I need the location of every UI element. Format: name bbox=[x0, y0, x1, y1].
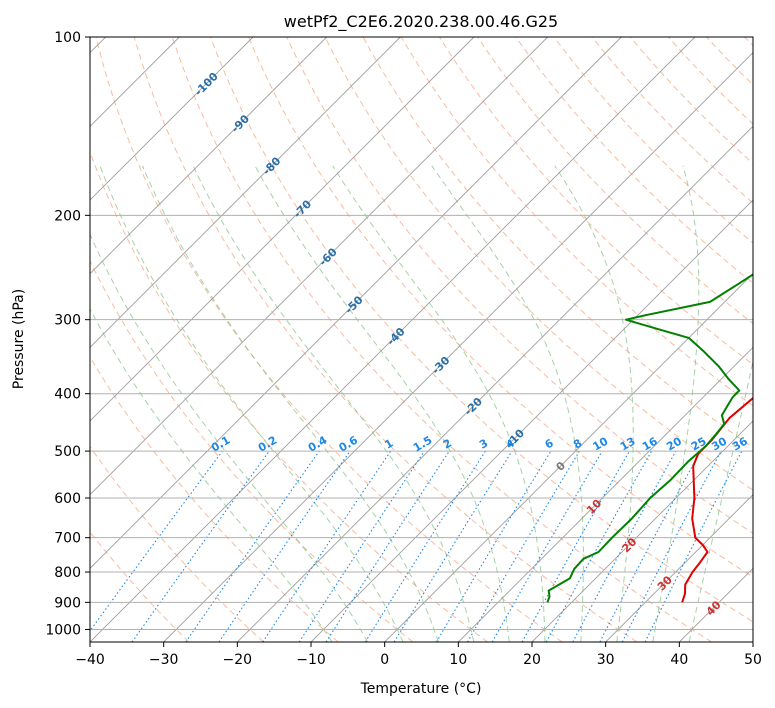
y-tick-label: 100 bbox=[54, 30, 81, 46]
dry-adiabat-line bbox=[210, 37, 753, 623]
x-tick-label: 50 bbox=[744, 652, 762, 668]
isotherm-line bbox=[163, 52, 753, 642]
isotherm-line bbox=[90, 37, 327, 275]
mixing-ratio-line bbox=[644, 450, 743, 642]
mixing-ratio-line bbox=[90, 450, 223, 632]
moist-adiabat-line bbox=[431, 165, 584, 642]
mixing-ratio-line bbox=[298, 450, 425, 642]
y-axis-ticks: 100 200 300 400 500 600 700 800 900 1000 bbox=[45, 30, 90, 638]
moist-adiabat-line bbox=[652, 165, 700, 642]
temperature-profile bbox=[681, 396, 753, 603]
mixing-ratio-line bbox=[131, 450, 270, 642]
x-axis-ticks: −40 −30 −20 −10 0 10 20 30 40 50 bbox=[75, 642, 762, 668]
dewpoint-profile bbox=[546, 273, 753, 603]
isotherm-line bbox=[310, 199, 753, 642]
y-tick-label: 800 bbox=[54, 565, 81, 581]
isotherm-line bbox=[90, 37, 475, 422]
dry-adiabat-line bbox=[133, 37, 638, 642]
isotherm-line bbox=[90, 37, 548, 496]
isotherm-line bbox=[237, 125, 753, 642]
isotherm-line bbox=[531, 420, 753, 642]
mixing-ratio-line bbox=[325, 450, 450, 642]
y-tick-label: 200 bbox=[54, 208, 81, 224]
pressure-grid bbox=[90, 37, 753, 630]
profiles bbox=[546, 273, 753, 603]
mixing-ratio-line bbox=[218, 450, 351, 642]
dry-adiabat-line bbox=[286, 37, 753, 534]
plot-frame bbox=[89, 36, 754, 643]
moist-adiabat-line bbox=[99, 165, 404, 642]
mixing-ratio-line bbox=[393, 450, 513, 642]
isotherm-line bbox=[458, 346, 753, 642]
dry-adiabat-line bbox=[324, 37, 753, 491]
y-tick-label: 700 bbox=[54, 531, 81, 547]
dry-adiabat-line bbox=[95, 37, 563, 642]
x-tick-label: −20 bbox=[223, 652, 253, 668]
background-lines bbox=[90, 37, 753, 642]
moist-adiabat-line bbox=[554, 165, 634, 642]
isotherm-line bbox=[90, 37, 254, 201]
y-tick-label: 1000 bbox=[45, 622, 81, 638]
moist-adiabat-line bbox=[90, 232, 369, 642]
moist-adiabat-line bbox=[192, 165, 475, 642]
x-tick-label: −30 bbox=[149, 652, 179, 668]
dry-adiabat-line bbox=[171, 37, 712, 642]
mixing-ratio-line bbox=[545, 450, 653, 642]
moist-adiabat-line bbox=[688, 358, 753, 642]
isotherm-line bbox=[90, 37, 696, 642]
y-tick-label: 500 bbox=[54, 444, 81, 460]
isotherm-line bbox=[384, 273, 753, 642]
dry-adiabat-line bbox=[90, 445, 264, 642]
y-tick-label: 900 bbox=[54, 595, 81, 611]
x-tick-label: −10 bbox=[296, 652, 326, 668]
x-tick-label: −40 bbox=[75, 652, 105, 668]
dry-adiabat-line bbox=[90, 356, 339, 642]
y-axis-label: Pressure (hPa) bbox=[11, 289, 27, 389]
moist-adiabat-line bbox=[254, 165, 510, 642]
dry-adiabat-line bbox=[515, 37, 753, 284]
x-tick-label: 40 bbox=[670, 652, 688, 668]
mixing-ratio-line bbox=[572, 450, 677, 642]
x-axis-label: Temperature (°C) bbox=[360, 681, 482, 697]
dry-adiabat-line bbox=[248, 37, 753, 578]
mixing-ratio-line bbox=[262, 450, 392, 642]
isotherm-line bbox=[90, 37, 401, 348]
isotherm-line bbox=[605, 494, 753, 642]
y-tick-label: 600 bbox=[54, 491, 81, 507]
isotherm-line bbox=[752, 641, 753, 642]
y-tick-label: 300 bbox=[54, 313, 81, 329]
mixing-ratio-line bbox=[521, 450, 630, 642]
moist-adiabat-line bbox=[332, 165, 546, 642]
x-tick-label: 20 bbox=[523, 652, 541, 668]
plot-area bbox=[90, 37, 753, 642]
x-tick-label: 10 bbox=[449, 652, 467, 668]
dry-adiabat-line bbox=[90, 259, 414, 642]
chart-title: wetPf2_C2E6.2020.238.00.46.G25 bbox=[284, 12, 558, 32]
y-tick-label: 400 bbox=[54, 387, 81, 403]
x-tick-label: 0 bbox=[380, 652, 389, 668]
mixing-ratio-line bbox=[185, 450, 320, 642]
isotherm-line bbox=[90, 37, 622, 569]
x-tick-label: 30 bbox=[597, 652, 615, 668]
